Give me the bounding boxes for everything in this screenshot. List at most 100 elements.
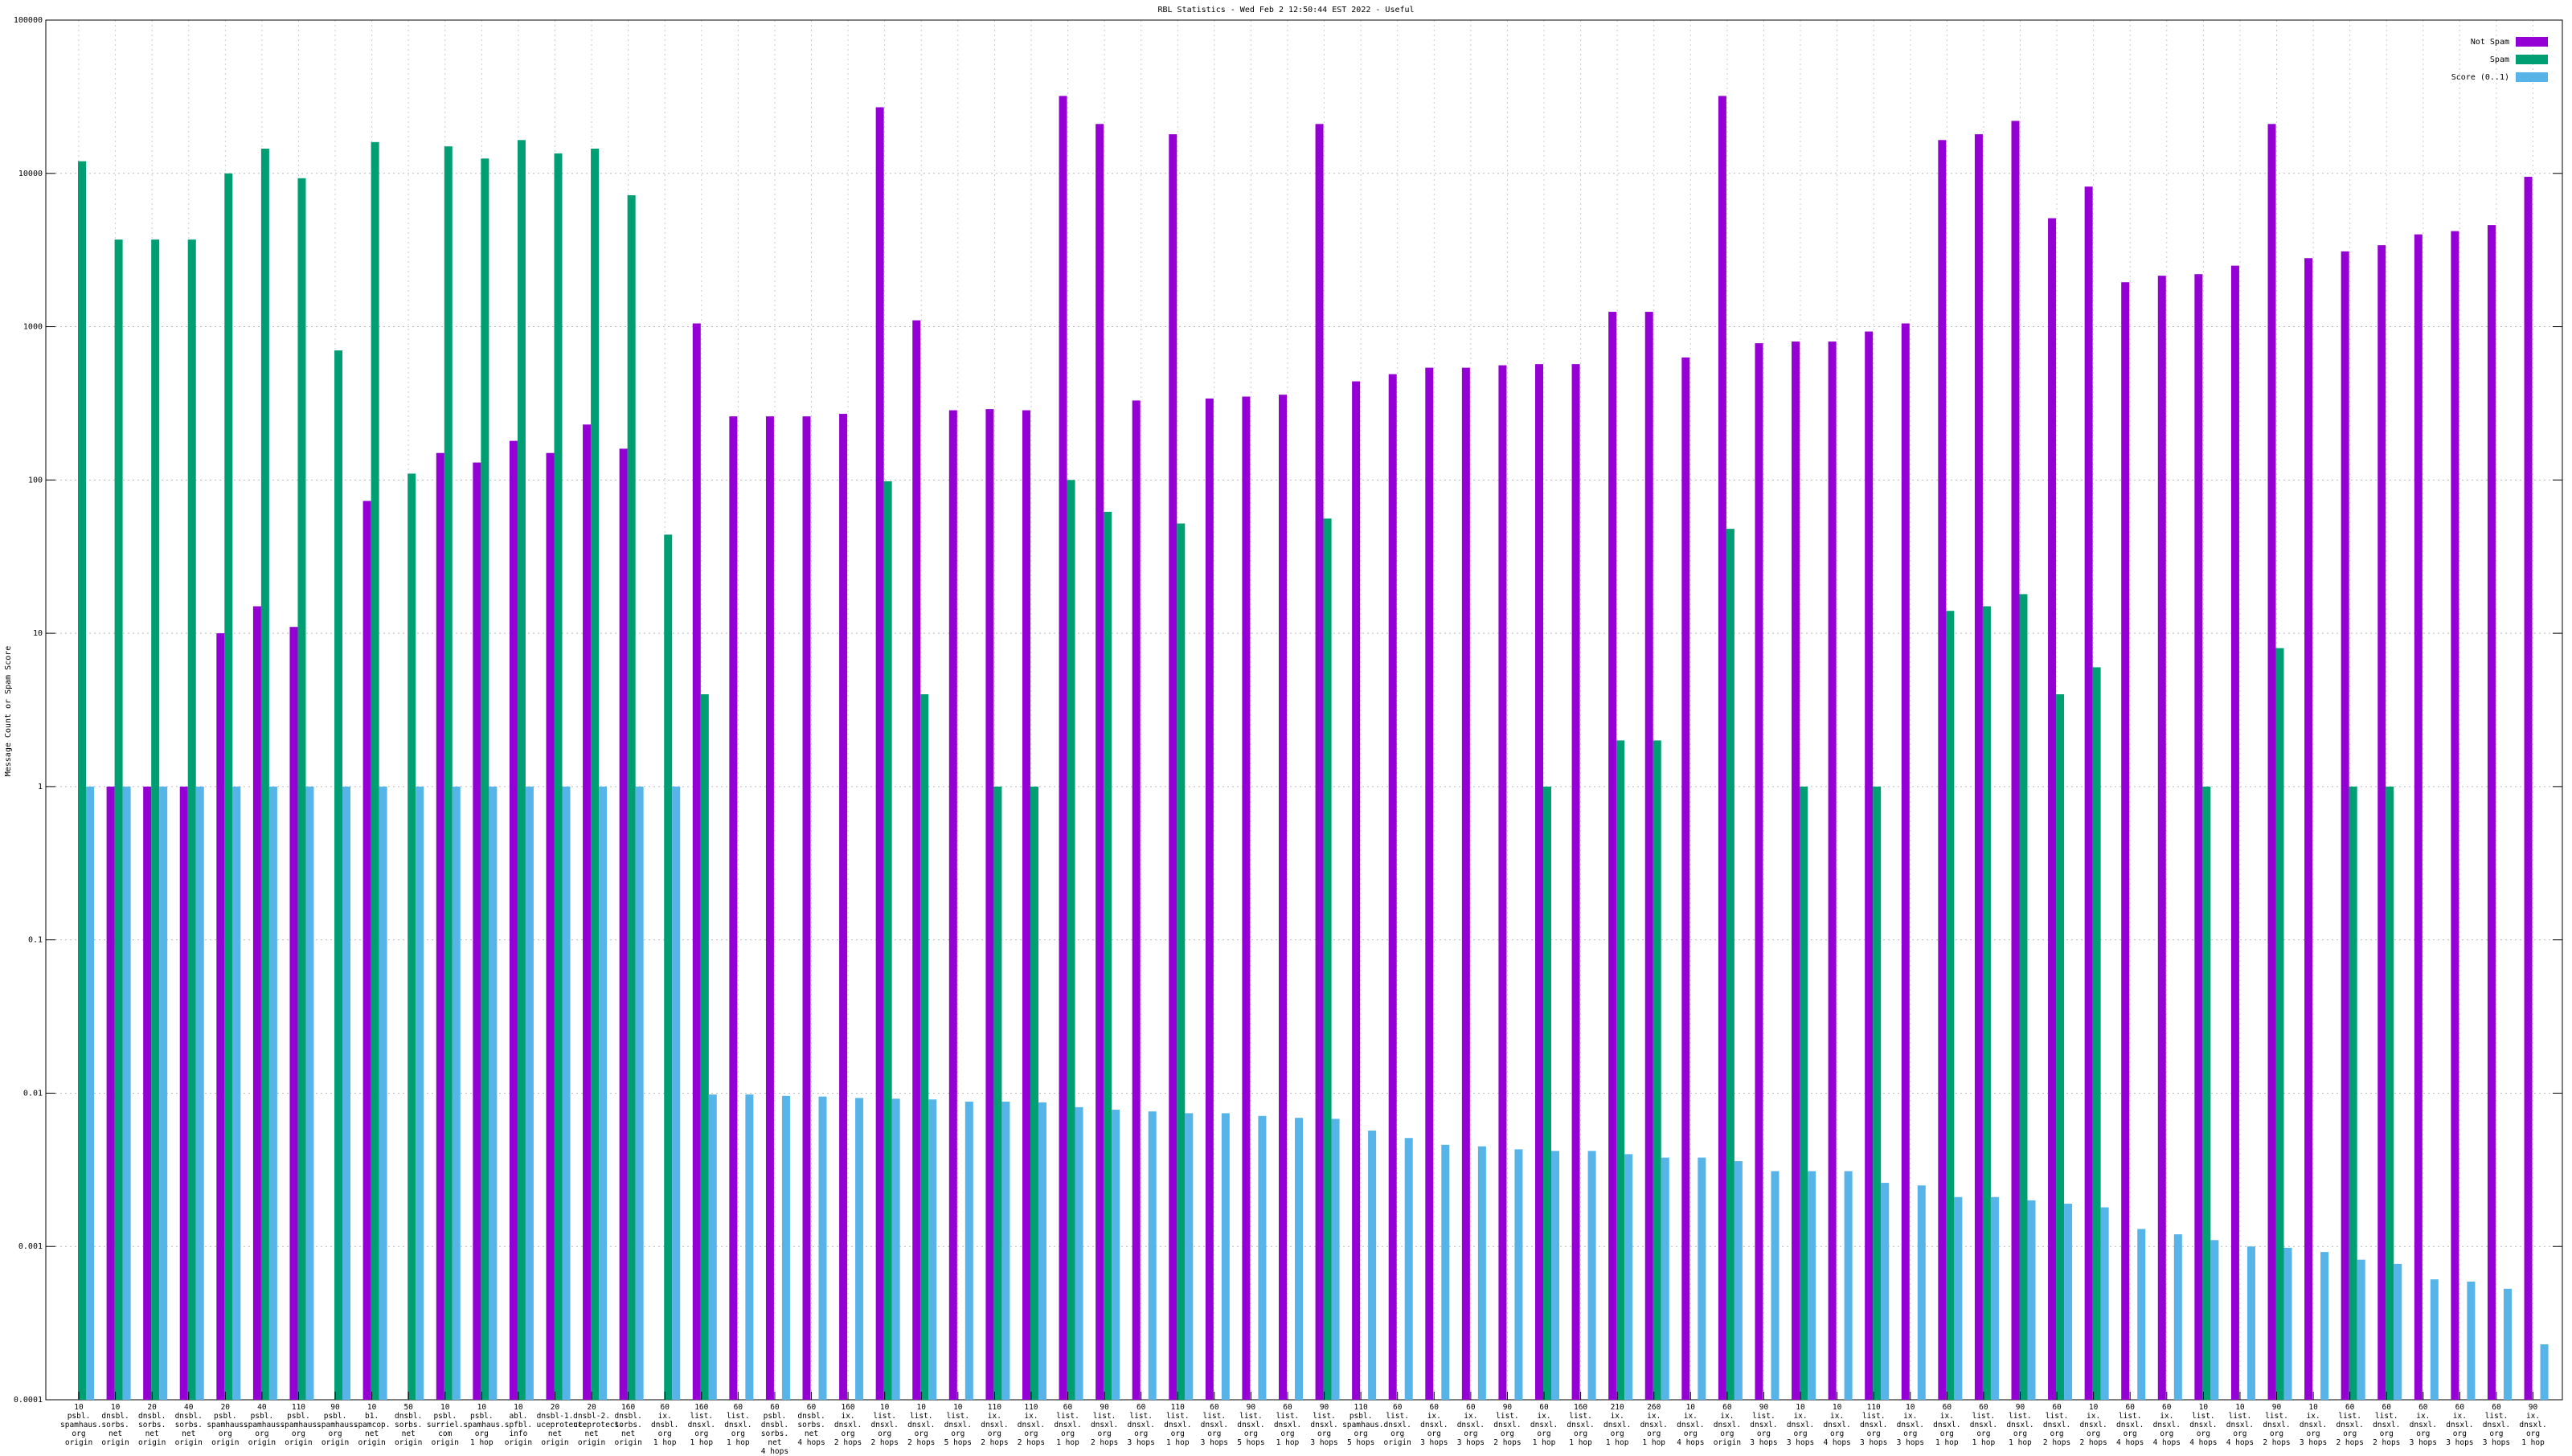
bar — [2377, 245, 2386, 1401]
x-tick-label: 10 psbl. spamhaus. org origin — [60, 1403, 102, 1447]
bar — [106, 786, 115, 1400]
bar — [1294, 1118, 1303, 1400]
x-tick-label: 10 b1. spamcop. net origin — [353, 1403, 391, 1447]
bar — [2540, 1344, 2549, 1400]
x-tick-label: 10 ix. dnsxl. org 2 hops — [2079, 1403, 2107, 1447]
bar — [1315, 124, 1324, 1400]
x-tick-label: 20 dnsbl. sorbs. net origin — [137, 1403, 166, 1447]
x-tick-label: 60 dnsbl. sorbs. net 4 hops — [797, 1403, 825, 1447]
legend-label: Score (0..1) — [2451, 73, 2509, 82]
bar — [928, 1099, 937, 1400]
plot-border — [45, 19, 2563, 1401]
bar — [1258, 1115, 1267, 1400]
bar — [1734, 1161, 1743, 1400]
bar — [371, 141, 379, 1401]
bar — [224, 173, 233, 1400]
bar — [1388, 374, 1397, 1400]
bar — [1038, 1102, 1046, 1400]
bar — [1954, 1196, 1963, 1400]
bar — [1169, 134, 1177, 1401]
bar — [912, 320, 921, 1401]
bar — [143, 786, 152, 1400]
x-tick-label: 60 list. dnsxl. org 2 hops — [2336, 1403, 2364, 1447]
bar — [1644, 312, 1653, 1401]
bar — [2341, 251, 2349, 1400]
x-tick-label: 90 list. dnsxl. org 1 hop — [2006, 1403, 2034, 1447]
bar — [1624, 1154, 1633, 1400]
bar — [268, 786, 277, 1400]
x-tick-label: 60 ix. dnsxl. org 4 hops — [2152, 1403, 2181, 1447]
bar — [216, 633, 225, 1400]
bar — [159, 786, 168, 1400]
bar — [1441, 1144, 1450, 1400]
bar — [1278, 395, 1287, 1401]
bar — [1873, 786, 1882, 1400]
bar — [1726, 529, 1734, 1400]
bar — [1425, 367, 1434, 1400]
bar — [2173, 1234, 2182, 1400]
x-tick-label: 260 ix. dnsxl. org 1 hop — [1640, 1403, 1668, 1447]
bar — [1543, 786, 1552, 1400]
bar — [1792, 342, 1800, 1400]
bar — [1881, 1183, 1890, 1400]
bar — [1982, 606, 1991, 1400]
x-tick-label: 60 list. dnsxl. org 3 hops — [1127, 1403, 1155, 1447]
bar — [1352, 381, 1361, 1400]
bar — [2524, 177, 2533, 1401]
y-tick-label: 1 — [38, 783, 43, 791]
x-tick-label: 210 ix. dnsxl. org 1 hop — [1603, 1403, 1632, 1447]
bar — [2137, 1229, 2146, 1400]
bar — [289, 627, 298, 1400]
x-tick-label: 60 list. dnsxl. org 3 hops — [2482, 1403, 2511, 1447]
bar — [2121, 282, 2130, 1400]
x-tick-label: 110 psbl. spamhaus. org origin — [280, 1403, 322, 1447]
x-tick-label: 60 ix. dnsxl. org 3 hops — [2409, 1403, 2437, 1447]
x-tick-label: 20 psbl. spamhaus. org origin — [207, 1403, 248, 1447]
bar — [1938, 140, 1947, 1401]
x-tick-label: 60 list. dnsxl. org 1 hop — [724, 1403, 752, 1447]
bar — [473, 462, 481, 1400]
y-tick-label: 0.0001 — [14, 1396, 43, 1405]
bar — [452, 786, 461, 1400]
bar — [1477, 1146, 1486, 1400]
bar — [1096, 124, 1104, 1400]
bar — [481, 158, 489, 1400]
bar — [517, 140, 526, 1401]
x-tick-label: 90 list. dnsxl. org 2 hops — [1493, 1403, 1521, 1447]
x-tick-label: 60 ix. dnsxl. org 3 hops — [2446, 1403, 2474, 1447]
bar — [1535, 364, 1544, 1401]
bar — [1104, 511, 1112, 1400]
bar — [1205, 398, 1214, 1400]
bar — [1059, 96, 1067, 1401]
bar — [2019, 594, 2028, 1400]
bar — [1946, 611, 1955, 1400]
bar — [2092, 667, 2101, 1400]
bar — [664, 534, 673, 1400]
x-tick-label: 60 list. dnsxl. org origin — [1383, 1403, 1411, 1447]
bar — [781, 1095, 790, 1400]
bar — [1221, 1113, 1230, 1400]
bar — [993, 786, 1002, 1400]
x-tick-label: 60 list. dnsxl. org 1 hop — [1054, 1403, 1082, 1447]
bar — [151, 239, 160, 1401]
bar — [2349, 786, 2357, 1400]
chart-title: RBL Statistics - Wed Feb 2 12:50:44 EST … — [1157, 6, 1414, 14]
bar — [1974, 134, 1983, 1401]
bar — [708, 1094, 717, 1400]
x-tick-label: 90 list. dnsxl. org 3 hops — [1750, 1403, 1778, 1447]
bar — [1718, 96, 1726, 1401]
bar — [583, 424, 592, 1400]
bar — [745, 1094, 754, 1400]
bar — [2414, 234, 2423, 1400]
legend-swatch — [2516, 72, 2548, 82]
bar — [1608, 312, 1617, 1401]
legend-label: Spam — [2490, 55, 2509, 64]
bar — [444, 146, 453, 1400]
y-tick-label: 1000 — [23, 323, 43, 332]
bar — [297, 178, 306, 1400]
x-tick-label: 160 list. dnsxl. org 1 hop — [1567, 1403, 1595, 1447]
bar — [875, 107, 884, 1400]
bar — [1661, 1157, 1669, 1400]
bar — [891, 1098, 900, 1400]
x-tick-label: 160 ix. dnsxl. org 2 hops — [833, 1403, 862, 1447]
